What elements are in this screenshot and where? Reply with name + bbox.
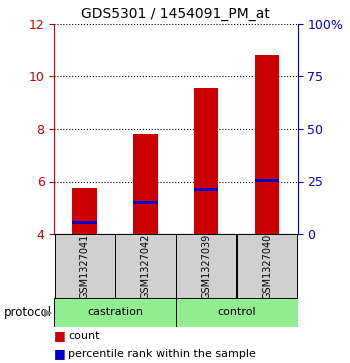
Bar [194,88,218,234]
Bar [176,298,298,327]
Bar [176,234,236,298]
Bar [55,234,115,298]
Text: control: control [217,307,256,317]
Text: GSM1327039: GSM1327039 [201,233,211,298]
Text: count: count [68,331,100,341]
Bar [72,221,97,224]
Bar [116,234,176,298]
Text: castration: castration [87,307,143,317]
Bar [133,201,158,204]
Bar [72,188,97,234]
Text: GSM1327042: GSM1327042 [140,233,150,299]
Bar [237,234,297,298]
Text: percentile rank within the sample: percentile rank within the sample [68,349,256,359]
Bar [255,55,279,234]
Text: ■: ■ [54,347,66,360]
Text: GSM1327041: GSM1327041 [80,233,90,298]
Bar [194,188,218,191]
Text: GSM1327040: GSM1327040 [262,233,272,298]
Bar [54,298,176,327]
Text: protocol: protocol [4,306,52,319]
Text: ■: ■ [54,329,66,342]
Text: ▶: ▶ [44,307,52,317]
Title: GDS5301 / 1454091_PM_at: GDS5301 / 1454091_PM_at [82,7,270,21]
Bar [255,179,279,182]
Bar [133,134,158,234]
